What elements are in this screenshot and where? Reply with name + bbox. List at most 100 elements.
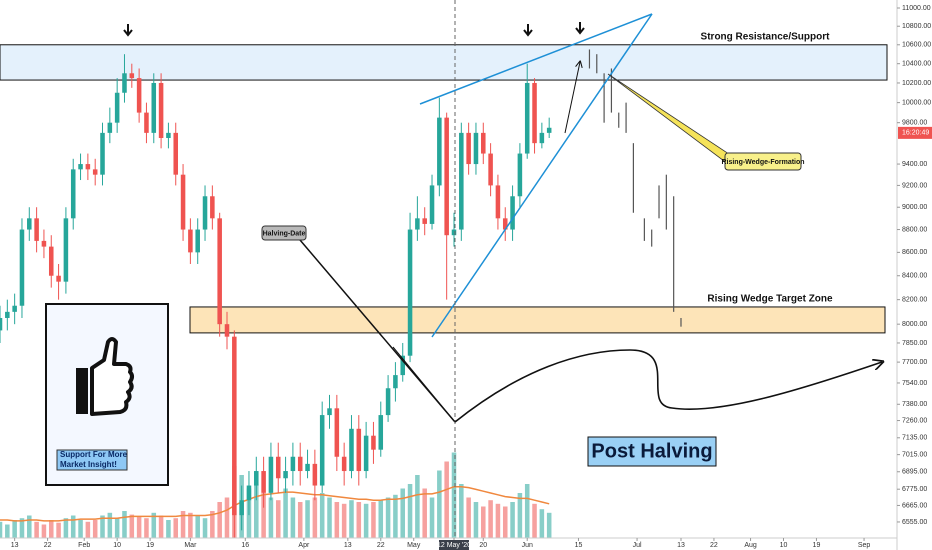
- halving-pointer: [299, 239, 456, 423]
- y-tick-label: 7850.00: [902, 340, 927, 347]
- volume-bar: [334, 502, 340, 538]
- y-tick-label: 10200.00: [902, 80, 931, 87]
- candle-body: [195, 229, 200, 253]
- candle-body: [415, 218, 420, 230]
- volume-bar: [136, 516, 142, 538]
- y-tick-label: 10600.00: [902, 42, 931, 49]
- candle-body: [532, 82, 537, 144]
- candle-body: [363, 435, 369, 472]
- candle-body: [356, 428, 362, 472]
- annotation: Support For More: [60, 450, 128, 459]
- volume-bar: [180, 511, 186, 538]
- x-tick-label: 16: [241, 542, 249, 549]
- x-tick-label: 10: [780, 542, 788, 549]
- post-halving-box: [587, 436, 717, 467]
- volume-bar: [63, 518, 69, 538]
- x-tick-label: May: [407, 542, 421, 549]
- candle-body: [180, 174, 186, 230]
- volume-bar: [459, 484, 464, 538]
- y-tick-label: 6895.00: [902, 469, 927, 476]
- volume-bar: [254, 484, 259, 538]
- x-tick-label: 22: [44, 542, 52, 549]
- candle-body: [422, 218, 427, 224]
- y-tick-label: 9000.00: [902, 204, 927, 211]
- volume-bar: [356, 502, 362, 538]
- candle-body: [136, 78, 142, 113]
- volume-bar: [312, 497, 318, 538]
- volume-bar: [268, 497, 274, 538]
- volume-bar: [19, 518, 25, 538]
- zone: [189, 306, 886, 334]
- candle-body: [459, 132, 464, 230]
- volume-bar: [5, 524, 10, 538]
- wedge-line: [419, 13, 653, 105]
- x-tick-label: 10: [113, 542, 121, 549]
- drawings: Strong Resistance/Support Rising Wedge T…: [0, 0, 898, 550]
- volume-ma: [0, 485, 550, 522]
- volume-bar: [224, 497, 230, 538]
- projection-curve: [454, 349, 882, 423]
- candle-body: [517, 153, 523, 197]
- candle-body: [481, 132, 486, 154]
- volume-bar: [407, 484, 413, 538]
- volume-bar: [429, 497, 435, 538]
- volume-bar: [451, 452, 457, 538]
- candle-body: [334, 408, 340, 457]
- volume-bar: [188, 512, 193, 538]
- down-arrow: [523, 24, 533, 37]
- volume-bar: [422, 488, 427, 538]
- candle-body: [19, 229, 25, 306]
- volume-bar: [41, 524, 47, 538]
- volume-bar: [78, 520, 83, 538]
- volume-bar: [27, 515, 32, 538]
- annotation: Market Insight!: [60, 460, 117, 469]
- candle-body: [502, 218, 508, 230]
- volume-bar: [12, 520, 17, 538]
- volume-bar: [319, 493, 325, 538]
- candle-body: [473, 132, 479, 165]
- x-tick-label: Mar: [184, 542, 197, 549]
- volume-bar: [297, 502, 303, 538]
- volume-bar: [400, 488, 406, 538]
- volume-bar: [437, 470, 442, 538]
- candle-body: [41, 240, 47, 247]
- volume-bar: [166, 520, 171, 538]
- candle-body: [283, 471, 288, 479]
- y-tick-label: 7380.00: [902, 401, 927, 408]
- candle-body: [158, 82, 164, 139]
- volume-bar: [466, 497, 471, 538]
- candle-body: [217, 218, 222, 325]
- candle-body: [27, 218, 32, 230]
- candle-body: [261, 471, 266, 493]
- volume-bar: [393, 494, 398, 538]
- candle-body: [202, 196, 208, 230]
- volume-bar: [385, 497, 391, 538]
- volume-bar: [85, 521, 91, 538]
- x-tick-label: 13: [677, 542, 685, 549]
- y-tick-label: 9800.00: [902, 120, 927, 127]
- x-tick-label: 15: [575, 542, 583, 549]
- x-tick-label: Aug: [744, 542, 757, 549]
- y-tick-label: 7015.00: [902, 451, 927, 458]
- volume-bar: [56, 522, 61, 538]
- volume-bar: [114, 518, 120, 538]
- x-tick-label: 13: [344, 542, 352, 549]
- volume-bar: [158, 515, 164, 538]
- volume-bar: [129, 514, 135, 538]
- volume-bar: [100, 515, 105, 538]
- candle-body: [0, 317, 3, 331]
- y-tick-label: 8200.00: [902, 297, 927, 304]
- candle-body: [539, 132, 545, 144]
- volume-bar: [107, 512, 113, 538]
- candle-body: [188, 229, 193, 253]
- volume-bar: [495, 503, 501, 538]
- candle-body: [488, 153, 493, 186]
- x-tick-label: 20: [479, 542, 487, 549]
- x-tick-label: Feb: [78, 542, 90, 549]
- candle-body: [246, 485, 252, 501]
- down-arrow: [575, 22, 585, 35]
- halving-pointer: [392, 346, 456, 423]
- candle-body: [5, 311, 10, 318]
- y-tick-label: 8600.00: [902, 249, 927, 256]
- candle-body: [151, 82, 157, 133]
